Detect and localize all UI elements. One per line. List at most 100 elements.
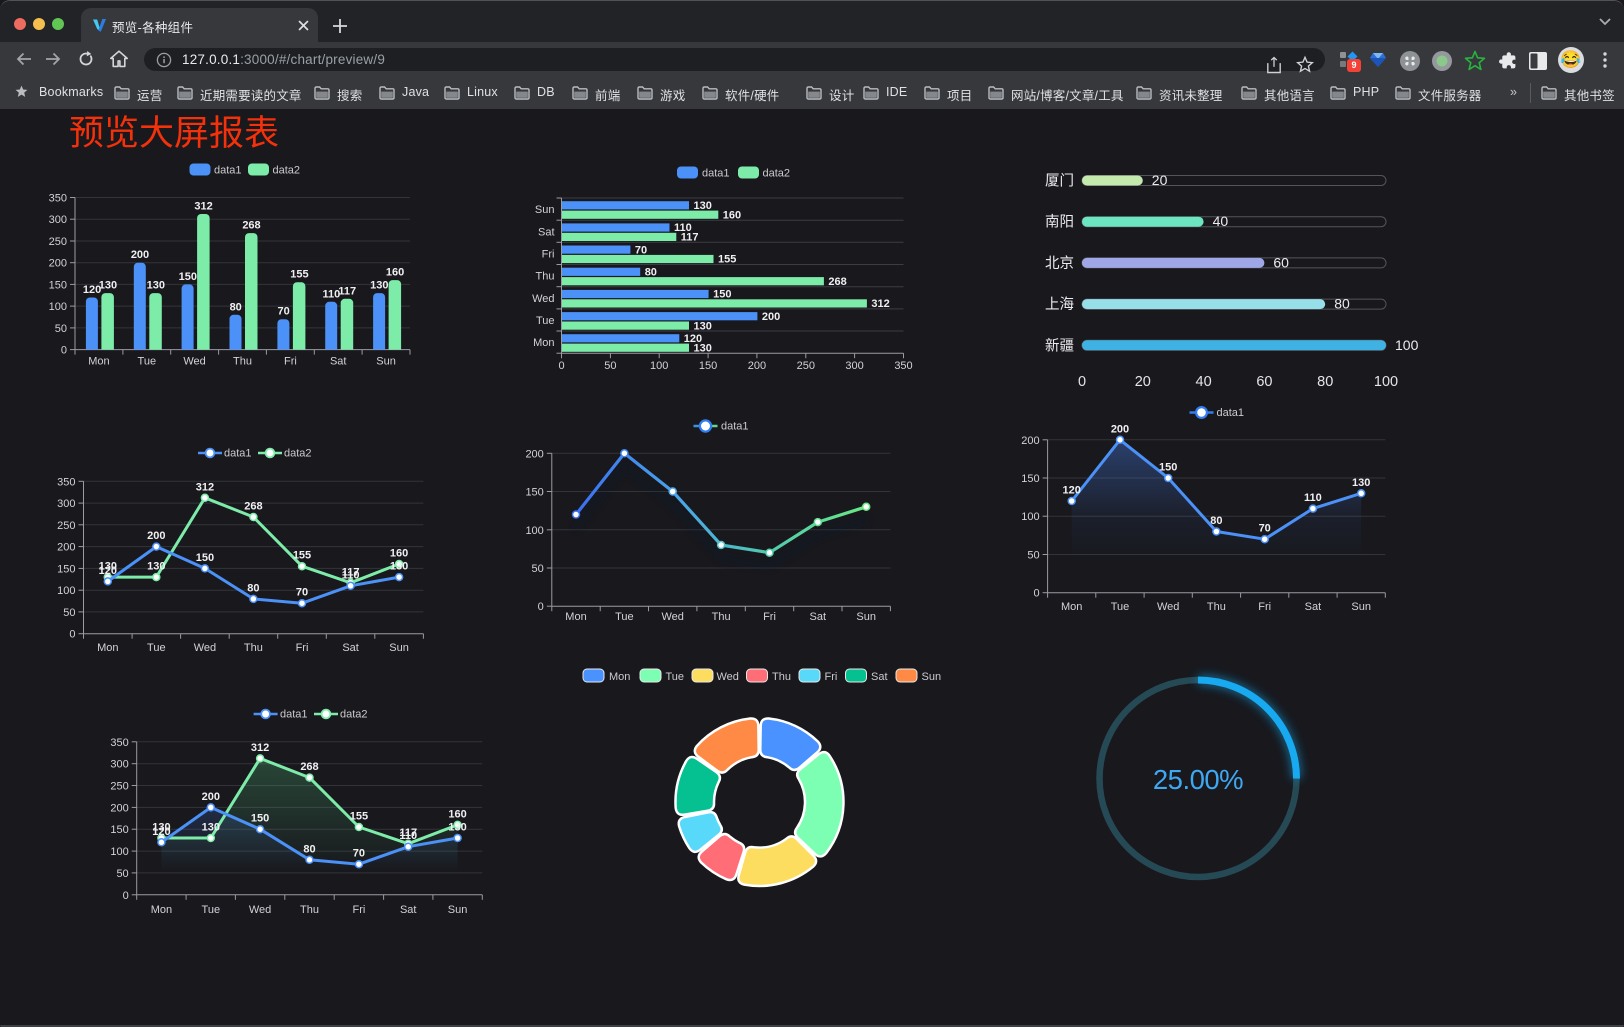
svg-text:Mon: Mon bbox=[151, 904, 172, 916]
svg-text:Thu: Thu bbox=[772, 671, 791, 683]
svg-text:100: 100 bbox=[1021, 511, 1039, 523]
svg-text:160: 160 bbox=[448, 808, 466, 820]
svg-text:100: 100 bbox=[49, 301, 67, 313]
svg-text:100: 100 bbox=[110, 846, 128, 858]
svg-text:Sat: Sat bbox=[330, 355, 347, 367]
svg-text:70: 70 bbox=[277, 306, 289, 318]
svg-text:Sat: Sat bbox=[1305, 601, 1322, 613]
svg-text:Tue: Tue bbox=[202, 904, 221, 916]
svg-text:200: 200 bbox=[1111, 423, 1129, 435]
svg-text:Mon: Mon bbox=[565, 611, 586, 623]
svg-text:312: 312 bbox=[871, 298, 889, 310]
svg-text:40: 40 bbox=[1196, 374, 1212, 390]
svg-text:20: 20 bbox=[1152, 172, 1168, 188]
svg-text:200: 200 bbox=[147, 530, 165, 542]
svg-text:160: 160 bbox=[386, 267, 404, 279]
svg-text:110: 110 bbox=[399, 830, 417, 842]
svg-text:Tue: Tue bbox=[666, 671, 685, 683]
svg-text:110: 110 bbox=[342, 569, 360, 581]
svg-text:Tue: Tue bbox=[138, 355, 157, 367]
svg-text:Fri: Fri bbox=[825, 671, 838, 683]
svg-text:150: 150 bbox=[179, 271, 197, 283]
svg-text:130: 130 bbox=[99, 280, 117, 292]
svg-text:100: 100 bbox=[57, 585, 75, 597]
svg-text:Sun: Sun bbox=[1351, 601, 1371, 613]
svg-text:预览大屏报表: 预览大屏报表 bbox=[69, 114, 279, 153]
svg-text:150: 150 bbox=[525, 487, 543, 499]
svg-text:data1: data1 bbox=[280, 709, 308, 721]
svg-text:150: 150 bbox=[110, 824, 128, 836]
svg-text:Tue: Tue bbox=[1111, 601, 1130, 613]
svg-text:Sat: Sat bbox=[400, 904, 417, 916]
svg-text:120: 120 bbox=[152, 826, 170, 838]
svg-text:130: 130 bbox=[202, 822, 220, 834]
svg-text:155: 155 bbox=[290, 269, 308, 281]
svg-text:300: 300 bbox=[49, 214, 67, 226]
svg-text:80: 80 bbox=[645, 267, 657, 279]
svg-text:200: 200 bbox=[748, 360, 766, 372]
svg-text:130: 130 bbox=[694, 200, 712, 212]
svg-text:Thu: Thu bbox=[536, 271, 555, 283]
svg-text:200: 200 bbox=[110, 802, 128, 814]
svg-text:Fri: Fri bbox=[542, 248, 555, 260]
svg-text:0: 0 bbox=[1078, 374, 1086, 390]
svg-text:120: 120 bbox=[99, 565, 117, 577]
svg-text:130: 130 bbox=[370, 280, 388, 292]
svg-text:Tue: Tue bbox=[615, 611, 634, 623]
svg-text:50: 50 bbox=[63, 607, 75, 619]
svg-text:Sat: Sat bbox=[342, 642, 359, 654]
svg-text:Wed: Wed bbox=[183, 355, 205, 367]
svg-text:150: 150 bbox=[1159, 462, 1177, 474]
svg-text:新疆: 新疆 bbox=[1045, 337, 1074, 354]
svg-text:130: 130 bbox=[99, 561, 117, 573]
svg-text:Sun: Sun bbox=[389, 642, 409, 654]
svg-text:155: 155 bbox=[718, 254, 736, 266]
svg-text:130: 130 bbox=[147, 561, 165, 573]
svg-text:Thu: Thu bbox=[712, 611, 731, 623]
svg-text:160: 160 bbox=[390, 548, 408, 560]
svg-text:Wed: Wed bbox=[194, 642, 216, 654]
svg-text:117: 117 bbox=[338, 285, 356, 297]
svg-text:data1: data1 bbox=[224, 448, 252, 460]
svg-text:120: 120 bbox=[1063, 485, 1081, 497]
svg-text:Wed: Wed bbox=[1157, 601, 1179, 613]
svg-text:250: 250 bbox=[49, 236, 67, 248]
svg-text:150: 150 bbox=[251, 813, 269, 825]
svg-text:厦门: 厦门 bbox=[1045, 173, 1074, 190]
svg-text:150: 150 bbox=[196, 552, 214, 564]
svg-text:268: 268 bbox=[828, 276, 846, 288]
svg-text:Tue: Tue bbox=[147, 642, 166, 654]
svg-text:150: 150 bbox=[713, 289, 731, 301]
svg-text:150: 150 bbox=[1021, 473, 1039, 485]
svg-text:120: 120 bbox=[684, 333, 702, 345]
svg-text:Sat: Sat bbox=[871, 671, 888, 683]
svg-text:110: 110 bbox=[674, 222, 692, 234]
svg-text:268: 268 bbox=[300, 761, 318, 773]
svg-text:0: 0 bbox=[1033, 588, 1039, 600]
svg-text:100: 100 bbox=[650, 360, 668, 372]
svg-text:北京: 北京 bbox=[1045, 255, 1074, 272]
svg-text:80: 80 bbox=[230, 301, 242, 313]
svg-text:50: 50 bbox=[55, 323, 67, 335]
svg-text:300: 300 bbox=[110, 759, 128, 771]
svg-text:70: 70 bbox=[1259, 523, 1271, 535]
svg-text:Sun: Sun bbox=[922, 671, 942, 683]
svg-text:0: 0 bbox=[538, 601, 544, 613]
svg-text:155: 155 bbox=[293, 550, 311, 562]
svg-text:155: 155 bbox=[350, 811, 368, 823]
svg-text:117: 117 bbox=[399, 827, 417, 839]
svg-text:Sun: Sun bbox=[376, 355, 396, 367]
svg-text:350: 350 bbox=[49, 193, 67, 205]
svg-text:Mon: Mon bbox=[533, 337, 554, 349]
svg-text:Thu: Thu bbox=[1207, 601, 1226, 613]
svg-text:200: 200 bbox=[202, 791, 220, 803]
svg-text:150: 150 bbox=[699, 360, 717, 372]
svg-text:50: 50 bbox=[1027, 550, 1039, 562]
svg-text:250: 250 bbox=[797, 360, 815, 372]
svg-text:350: 350 bbox=[894, 360, 912, 372]
svg-text:Mon: Mon bbox=[97, 642, 118, 654]
svg-text:130: 130 bbox=[1352, 477, 1370, 489]
svg-text:Wed: Wed bbox=[532, 293, 554, 305]
svg-text:350: 350 bbox=[57, 476, 75, 488]
svg-text:南阳: 南阳 bbox=[1045, 214, 1074, 231]
